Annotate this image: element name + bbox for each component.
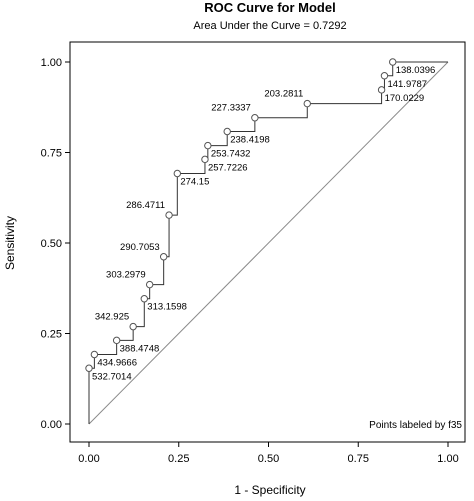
chart-subtitle: Area Under the Curve = 0.7292 <box>193 20 346 32</box>
roc-point-marker <box>204 141 212 150</box>
roc-point-label: 434.9666 <box>97 357 137 368</box>
roc-point-label: 290.7053 <box>120 242 160 253</box>
roc-point-label: 286.4711 <box>126 200 165 211</box>
x-tick-label: 0.50 <box>258 453 279 465</box>
roc-point-marker <box>140 295 148 303</box>
roc-point-label: 274.15 <box>180 176 209 187</box>
x-tick-label: 0.75 <box>348 453 369 465</box>
roc-point-marker <box>165 211 173 219</box>
x-axis-label: 1 - Specificity <box>234 483 305 497</box>
points-note: Points labeled by f35 <box>369 420 462 431</box>
plot-border <box>69 41 466 443</box>
x-tick-label: 0.25 <box>168 453 189 465</box>
y-tick-label: 0.25 <box>41 329 62 341</box>
x-tick-label: 0.00 <box>78 453 99 465</box>
roc-point-label: 313.1598 <box>147 302 187 313</box>
roc-point-marker <box>85 364 93 372</box>
y-axis-ticks: 0.00 0.25 0.50 0.75 1.00 <box>41 57 70 431</box>
roc-point-label: 388.4748 <box>120 343 160 354</box>
roc-point-label: 532.7014 <box>92 371 132 382</box>
roc-point-marker <box>90 350 99 359</box>
plot-area <box>69 41 466 443</box>
y-axis-label: Sensitivity <box>3 216 17 270</box>
roc-point-marker <box>389 58 397 66</box>
y-tick-label: 0.75 <box>41 148 62 160</box>
roc-point-label: 138.0396 <box>396 65 436 76</box>
point-labels: 532.7014 434.9666 388.4748 342.925 313.1598 3… <box>92 65 435 382</box>
roc-point-marker <box>159 253 168 261</box>
roc-point-marker <box>303 99 311 108</box>
roc-point-label: 170.0229 <box>385 93 425 104</box>
roc-point-marker <box>129 322 137 331</box>
roc-point-marker <box>201 155 209 164</box>
roc-point-marker <box>173 169 182 178</box>
reference-diagonal <box>88 61 449 425</box>
roc-point-label: 342.925 <box>95 312 129 323</box>
roc-point-marker <box>380 72 389 80</box>
chart-title: ROC Curve for Model <box>204 0 335 15</box>
x-axis-ticks: 0.00 0.25 0.50 0.75 1.00 <box>78 442 459 465</box>
point-markers <box>85 58 397 372</box>
reference-line <box>88 61 449 425</box>
roc-point-label: 141.9787 <box>387 79 427 90</box>
roc-point-label: 303.2979 <box>106 270 146 281</box>
roc-point-label: 203.2811 <box>264 89 303 100</box>
y-tick-label: 1.00 <box>41 57 62 69</box>
y-tick-label: 0.00 <box>41 419 62 431</box>
roc-point-marker <box>251 114 259 122</box>
roc-point-marker <box>112 336 121 345</box>
x-tick-label: 1.00 <box>437 453 458 465</box>
roc-point-marker <box>145 280 154 289</box>
y-tick-label: 0.50 <box>41 238 62 250</box>
roc-point-label: 227.3337 <box>211 103 251 114</box>
roc-point-marker <box>223 127 231 136</box>
roc-point-label: 257.7226 <box>208 162 248 173</box>
roc-point-marker <box>377 86 386 94</box>
roc-point-label: 253.7432 <box>211 149 251 160</box>
roc-point-label: 238.4198 <box>230 135 270 146</box>
